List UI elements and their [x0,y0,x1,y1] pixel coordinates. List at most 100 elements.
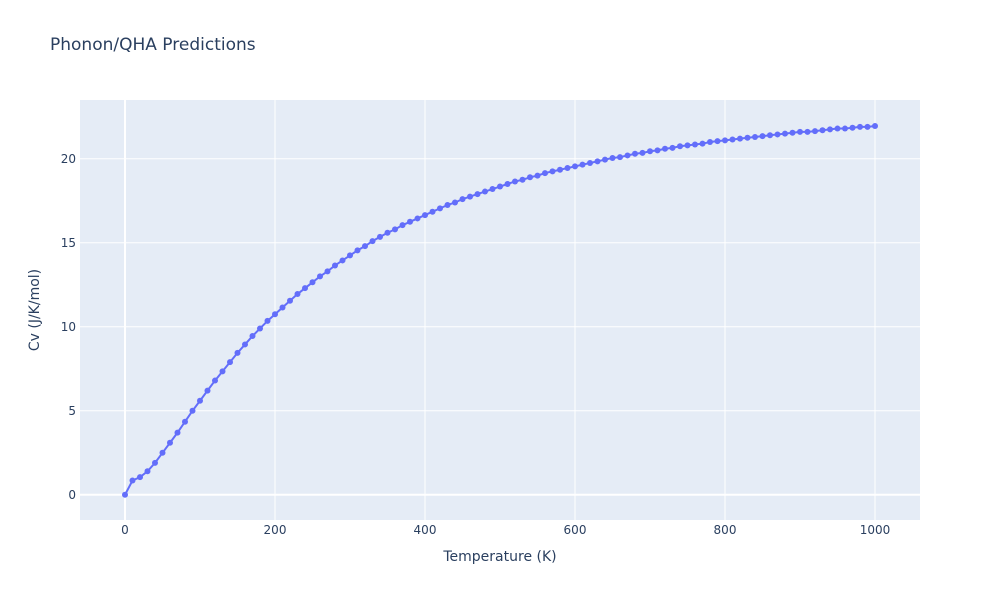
data-point [594,158,601,165]
x-tick-label: 1000 [860,523,891,537]
data-point [197,397,203,404]
data-point [639,149,646,156]
data-point [714,138,721,145]
data-point [609,154,616,161]
data-point [159,449,166,456]
data-point [572,163,578,170]
data-point [129,477,136,484]
data-point [309,279,316,286]
data-point [864,123,871,130]
data-point [827,126,833,133]
data-point [632,150,638,157]
data-point [332,262,338,269]
y-tick-label: 15 [61,236,76,250]
x-tick-label: 600 [564,523,587,537]
data-point [249,333,256,340]
data-point [144,468,151,475]
data-point [347,252,353,259]
data-point [804,128,811,135]
data-point [527,174,533,181]
data-point [242,341,248,348]
x-tick-label: 0 [121,523,129,537]
data-point [579,161,586,168]
data-point [324,268,331,275]
data-point [617,154,623,161]
data-point [452,199,458,206]
data-point [504,181,511,187]
data-point [737,135,743,142]
data-point [122,491,128,498]
data-point [767,132,773,139]
data-point [294,291,301,298]
data-point [227,359,233,366]
y-tick-label: 5 [68,404,76,418]
data-point [302,285,308,292]
data-point [759,133,766,140]
tick-labels: 0 200 400 600 800 1000 0 5 10 15 20 [61,152,891,537]
data-point [707,139,713,145]
data-point [204,387,211,394]
data-point [399,222,406,229]
data-point [234,349,241,356]
data-point [272,311,278,318]
data-point [624,152,631,159]
data-point [587,160,593,166]
data-point [849,124,856,131]
data-point [167,439,173,446]
data-point [774,131,781,138]
data-point [287,297,293,304]
data-points [122,123,878,498]
data-point [339,257,346,264]
data-point [414,215,421,222]
data-point [789,129,796,136]
data-point [722,137,728,144]
data-point [392,226,398,233]
data-point [729,136,736,143]
data-point [834,125,841,132]
chart-title: Phonon/QHA Predictions [50,35,256,55]
data-point [429,208,436,215]
data-point [444,202,451,208]
data-point [422,212,428,219]
data-point [459,196,466,203]
data-point [212,377,218,384]
grid-lines [80,100,920,520]
data-point [384,229,391,236]
x-tick-label: 800 [714,523,737,537]
data-point [467,193,473,200]
data-point [542,170,548,177]
x-axis-title: Temperature (K) [442,549,556,565]
data-point [407,218,413,225]
y-tick-label: 0 [68,488,76,502]
data-point [317,273,323,280]
data-point [677,143,683,150]
data-point [512,178,518,185]
data-point [362,243,368,250]
y-tick-label: 20 [61,152,76,166]
plot-area [80,100,920,520]
data-point [669,144,676,151]
data-point [519,176,526,183]
data-point [264,317,271,324]
data-point [647,148,653,155]
data-point [549,168,556,175]
data-point [137,474,143,481]
data-point [872,123,878,130]
data-point [812,128,818,135]
data-point [797,128,803,135]
data-point [369,238,376,245]
x-tick-label: 200 [264,523,287,537]
data-point [279,304,286,311]
data-point [819,127,826,134]
x-tick-label: 400 [414,523,437,537]
y-axis-title: Cv (J/K/mol) [27,269,43,351]
data-point [662,145,668,152]
data-point [782,130,788,137]
data-point [219,368,226,375]
data-point [752,133,758,140]
data-point [152,459,158,466]
data-point [684,142,691,149]
data-point [482,188,488,195]
y-tick-label: 10 [61,320,76,334]
data-point [602,156,608,163]
